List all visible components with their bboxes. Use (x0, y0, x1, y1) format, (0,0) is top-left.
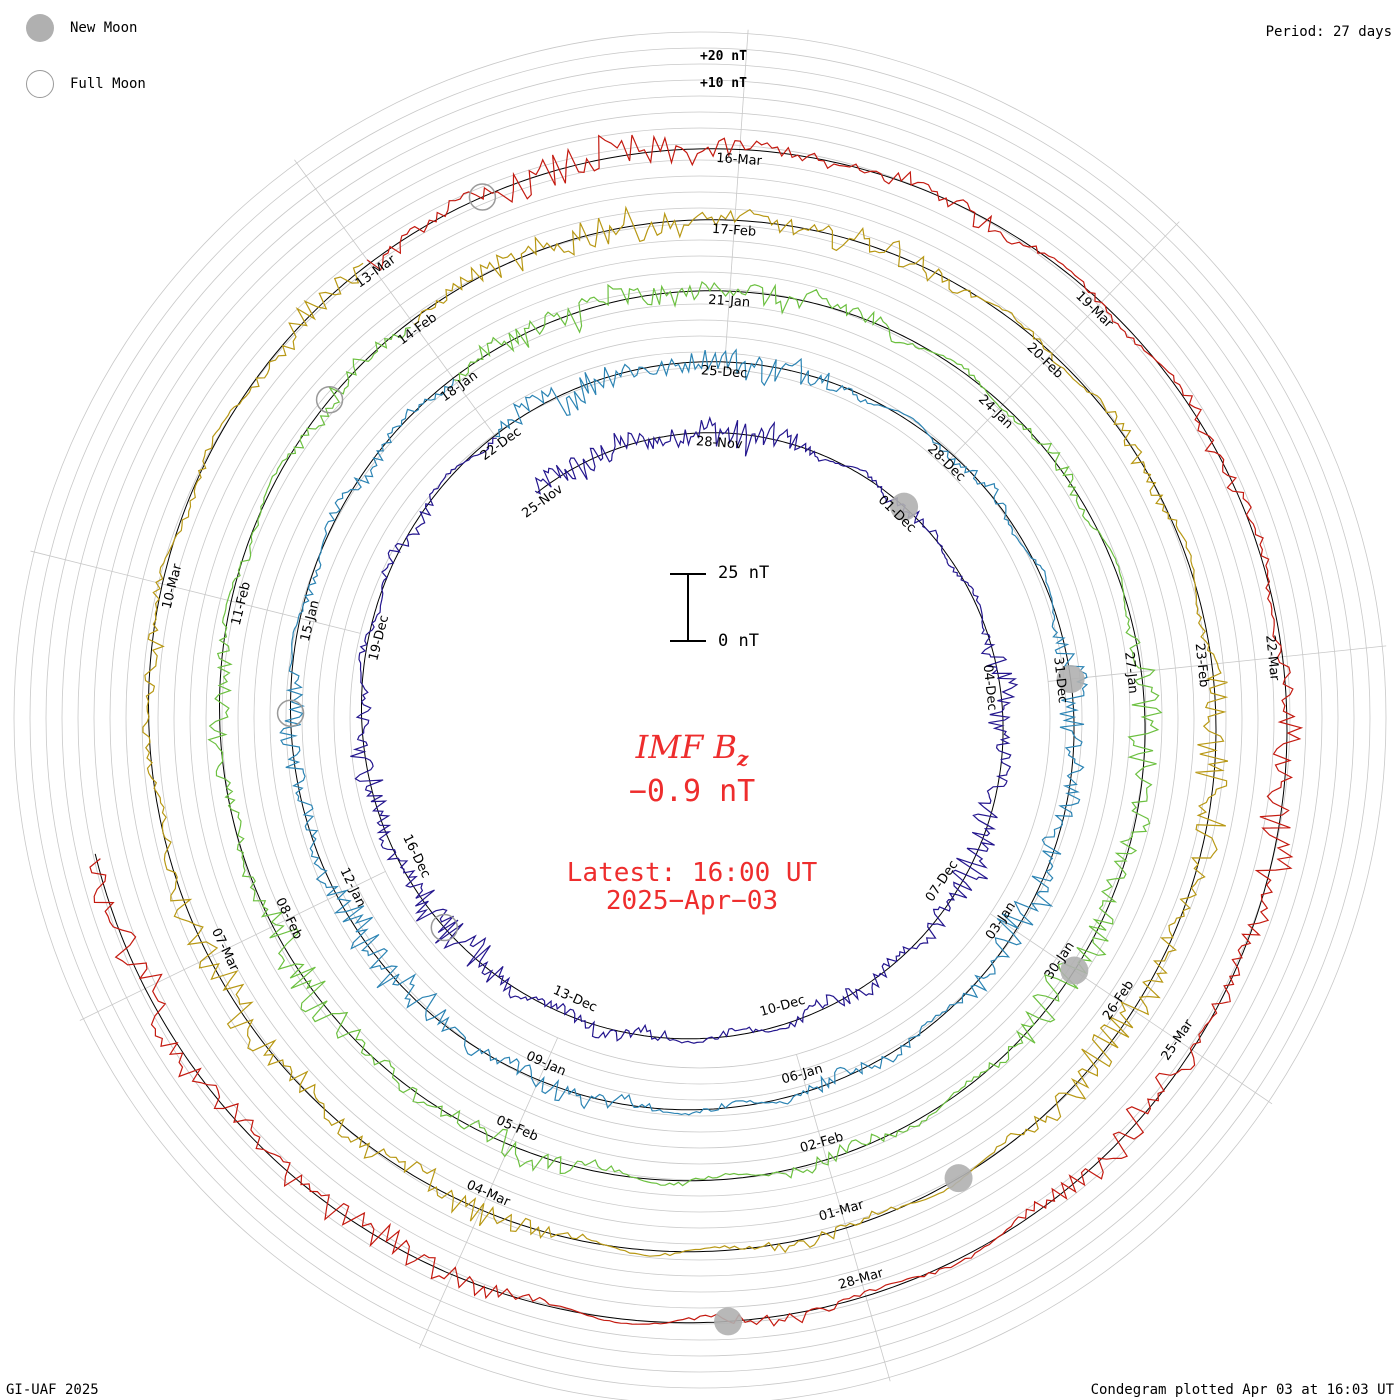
legend-full-moon: Full Moon (26, 69, 146, 99)
date-label: 05-Feb (494, 1113, 541, 1145)
date-label: 31-Dec (1050, 656, 1070, 704)
bz-trace-spiral (89, 134, 1304, 1327)
grid-ring (157, 175, 1243, 1261)
grid-ring (125, 143, 1275, 1293)
grid-ring (237, 255, 1163, 1181)
center-latest-date: 2025−Apr−03 (605, 886, 779, 916)
center-title-main: IMF B (635, 728, 737, 766)
plotted-timestamp: Condegram plotted Apr 03 at 16:03 UT (1090, 1382, 1394, 1398)
grid-ring (173, 191, 1227, 1245)
new-moon-marker (890, 492, 919, 521)
grid-spoke (79, 871, 386, 1021)
scale-bar-bottom-label: 0 nT (718, 631, 759, 651)
grid-spoke (796, 1054, 891, 1382)
grid-spoke (724, 29, 749, 369)
legend-full-moon-label: Full Moon (70, 76, 146, 92)
new-moon-icon (26, 14, 54, 42)
bz-trace-segment (279, 348, 1089, 1116)
date-label: 28-Nov (695, 434, 743, 452)
grid-ring (221, 239, 1179, 1197)
full-moon-marker (430, 913, 459, 942)
center-latest-time: Latest: 16:00 UT (566, 858, 818, 888)
grid-ring (333, 351, 1067, 1085)
credit-label: GI-UAF 2025 (6, 1382, 99, 1398)
legend-new-moon: New Moon (26, 13, 137, 43)
center-title-subscript: z (736, 746, 749, 771)
date-label: 21-Jan (708, 293, 751, 311)
grid-spoke (942, 221, 1180, 467)
new-moon-marker (1056, 665, 1085, 694)
grid-spoke (989, 913, 1273, 1105)
date-label: 25-Dec (700, 363, 747, 381)
new-moon-marker (1060, 956, 1089, 985)
full-moon-marker (276, 699, 305, 727)
date-label: 06-Jan (780, 1062, 825, 1088)
new-moon-marker (944, 1164, 973, 1193)
date-label: 09-Jan (524, 1049, 568, 1080)
grid-ring (45, 63, 1355, 1373)
date-label: 10-Dec (758, 993, 807, 1020)
zero-reference-spiral (94, 148, 1288, 1324)
zero-reference-line (94, 148, 1288, 1324)
grid-ring (13, 31, 1387, 1400)
full-moon-marker (315, 385, 344, 414)
period-label: Period: 27 days (1265, 24, 1392, 40)
grid-ring (109, 127, 1291, 1309)
date-label: 19-Dec (366, 614, 392, 663)
date-label: 23-Feb (1192, 643, 1212, 689)
full-moon-icon (26, 70, 54, 98)
grid-spoke (418, 1037, 559, 1349)
grid-ring (29, 47, 1371, 1389)
center-quantity-title: IMF Bz (500, 728, 884, 770)
bz-trace-segment (89, 134, 1304, 1327)
date-label: 10-Mar (160, 562, 186, 611)
grid-ring (61, 79, 1339, 1357)
grid-ring (349, 367, 1051, 1069)
full-moon-marker (468, 183, 497, 211)
date-label: 22-Mar (1262, 634, 1282, 682)
grid-ring (189, 207, 1211, 1229)
date-label: 04-Dec (980, 664, 1000, 712)
date-label: 25-Nov (519, 482, 566, 522)
bz-trace-segment (207, 281, 1163, 1187)
moon-phase-markers (276, 183, 1089, 1336)
ring-scale-upper: +20 nT (700, 49, 747, 64)
grid-ring (285, 303, 1115, 1133)
new-moon-marker (714, 1307, 743, 1336)
bz-trace-segment (350, 416, 1019, 1044)
date-label: 07-Dec (923, 858, 961, 905)
date-labels: 25-Nov28-Nov01-Dec04-Dec07-Dec10-Dec13-D… (160, 151, 1282, 1293)
grid-ring (317, 335, 1083, 1101)
date-label: 01-Mar (817, 1197, 866, 1224)
date-label: 17-Feb (711, 222, 756, 240)
polar-grid (13, 29, 1387, 1400)
center-latest-value: −0.9 nT (628, 774, 756, 809)
date-label: 07-Mar (208, 926, 242, 974)
grid-ring (77, 95, 1323, 1341)
legend-new-moon-label: New Moon (70, 20, 138, 36)
scale-bar (670, 573, 706, 642)
scale-bar-top-label: 25 nT (718, 563, 770, 583)
date-label: 25-Mar (1159, 1016, 1197, 1063)
grid-ring (205, 223, 1195, 1213)
date-label: 27-Jan (1121, 651, 1140, 694)
ring-scale-lower: +10 nT (700, 76, 747, 91)
date-label: 16-Mar (716, 151, 763, 169)
grid-ring (141, 159, 1259, 1277)
grid-ring (93, 111, 1307, 1325)
grid-ring (253, 271, 1147, 1165)
bz-trace-segment (142, 205, 1229, 1257)
grid-spoke (30, 550, 361, 634)
grid-spoke (294, 159, 495, 436)
